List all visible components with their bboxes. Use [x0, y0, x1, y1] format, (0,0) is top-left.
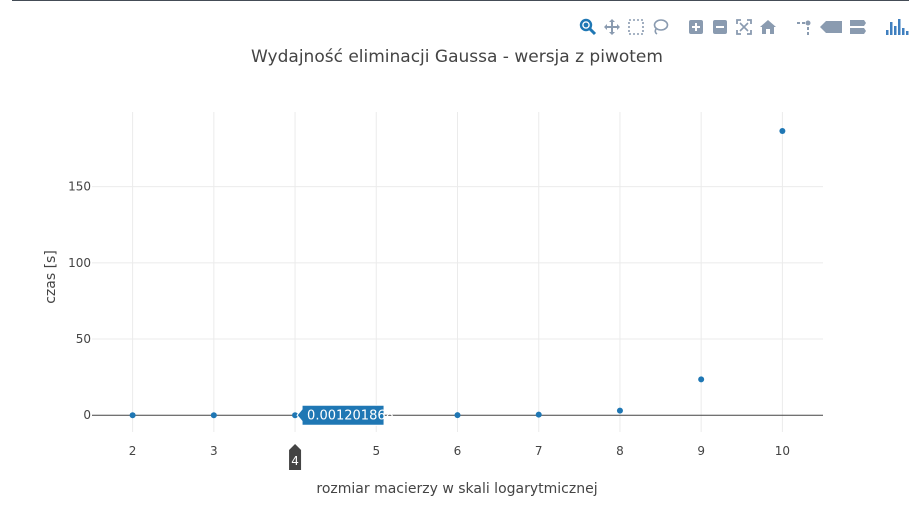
x-tick-label: 7	[535, 444, 543, 458]
toggle-spike-lines-icon	[797, 20, 811, 35]
autoscale-button[interactable]	[734, 17, 754, 37]
data-point[interactable]	[779, 128, 786, 135]
zoom-button[interactable]	[578, 17, 598, 37]
zoom-out-button[interactable]	[710, 17, 730, 37]
y-tick-label: 50	[76, 332, 91, 346]
hover-x-box	[289, 444, 302, 470]
data-point[interactable]	[129, 412, 136, 419]
data-point[interactable]	[698, 376, 705, 383]
grid	[92, 112, 823, 432]
zoom-in-button[interactable]	[686, 17, 706, 37]
toggle-spike-lines-button[interactable]	[794, 17, 814, 37]
reset-axes-icon	[760, 20, 776, 34]
x-tick-label: 3	[210, 444, 218, 458]
x-tick-label: 5	[372, 444, 380, 458]
y-axis-label: czas [s]	[43, 250, 59, 304]
chart-title: Wydajność eliminacji Gaussa - wersja z p…	[251, 47, 663, 67]
x-tick-label: 2	[129, 444, 137, 458]
data-point[interactable]	[616, 407, 623, 414]
hover-tooltip: 0.001201868 4	[289, 404, 394, 470]
x-tick-label: 10	[775, 444, 790, 458]
box-select-icon	[628, 19, 644, 35]
top-divider	[12, 0, 909, 1]
x-tick-label: 8	[616, 444, 624, 458]
plotly-logo-icon	[886, 19, 909, 35]
pan-icon	[604, 19, 620, 35]
x-axis-label: rozmiar macierzy w skali logarytmicznej	[316, 481, 597, 497]
lasso-select-icon	[653, 19, 669, 35]
hover-value-label: 0.001201868	[307, 409, 394, 424]
hover-value-box	[296, 404, 385, 426]
data-point[interactable]	[292, 412, 299, 419]
lasso-select-button[interactable]	[650, 17, 670, 37]
x-tick-label: 9	[697, 444, 705, 458]
data-point[interactable]	[210, 412, 217, 419]
x-tick-label: 6	[454, 444, 462, 458]
compare-data-icon	[850, 20, 866, 34]
reset-axes-button[interactable]	[758, 17, 778, 37]
plotly-logo-button[interactable]	[884, 17, 912, 37]
data-point[interactable]	[454, 412, 461, 419]
y-tick-label: 100	[68, 256, 91, 270]
zoom-out-icon	[713, 20, 727, 34]
show-closest-data-icon	[820, 21, 842, 33]
y-tick-label: 0	[83, 408, 91, 422]
autoscale-icon	[736, 19, 752, 35]
zoom-in-icon	[689, 20, 703, 34]
compare-data-button[interactable]	[848, 17, 868, 37]
pan-button[interactable]	[602, 17, 622, 37]
modebar	[578, 16, 912, 38]
hover-x-label: 4	[291, 454, 299, 468]
data-point[interactable]	[535, 411, 542, 418]
show-closest-data-button[interactable]	[818, 17, 844, 37]
y-tick-label: 150	[68, 180, 91, 194]
zoom-icon	[579, 18, 597, 36]
box-select-button[interactable]	[626, 17, 646, 37]
